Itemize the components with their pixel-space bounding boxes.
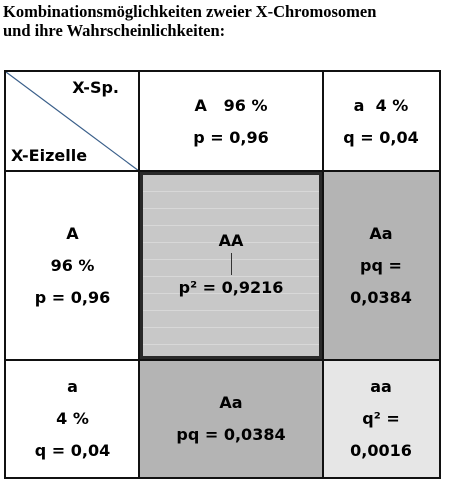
diagonal-line (6, 72, 139, 171)
cell-aa: aa q² = 0,0016 (323, 360, 439, 477)
cell-AA-tick (230, 252, 232, 275)
diagram-title: Kombinationsmöglichkeiten zweier X-Chrom… (3, 2, 459, 40)
grid-line-h1 (6, 170, 439, 172)
title-line-1: Kombinationsmöglichkeiten zweier X-Chrom… (3, 2, 377, 21)
sperm-a-line2: q = 0,04 (343, 127, 419, 147)
grid-line-v2 (322, 72, 324, 477)
egg-A-header: A 96 % p = 0,96 (6, 171, 139, 360)
cell-aa-line3: 0,0016 (350, 440, 412, 460)
grid-line-v1 (138, 72, 140, 477)
cell-AA-value: p² = 0,9216 (178, 277, 284, 297)
egg-a-header: a 4 % q = 0,04 (6, 360, 139, 477)
sperm-a-header: a 4 % q = 0,04 (323, 72, 439, 171)
cell-AA-label: AA (218, 230, 244, 250)
cell-Aa-top: Aa pq = 0,0384 (323, 171, 439, 360)
egg-A-line1: A (66, 223, 79, 243)
cell-aa-label: aa (370, 376, 392, 396)
corner-diagonal (6, 72, 139, 171)
sperm-a-line1: a 4 % (353, 95, 409, 115)
sperm-A-line2: p = 0,96 (193, 127, 269, 147)
cell-Aa-bottom: Aa pq = 0,0384 (139, 360, 323, 477)
cell-Aa-bottom-value: pq = 0,0384 (176, 424, 286, 444)
punnett-square: X-Sp. X-Eizelle A 96 % p = 0,96 a 4 % q … (4, 70, 441, 479)
corner-egg-label: X-Eizelle (11, 146, 88, 165)
egg-A-line3: p = 0,96 (34, 287, 111, 307)
sperm-A-header: A 96 % p = 0,96 (139, 72, 323, 171)
egg-a-line3: q = 0,04 (34, 440, 111, 460)
cell-Aa-top-line2: pq = (360, 255, 402, 275)
egg-a-line1: a (67, 376, 78, 396)
cell-AA: AA p² = 0,9216 (139, 171, 323, 360)
egg-a-line2: 4 % (56, 408, 89, 428)
cell-Aa-top-label: Aa (369, 223, 393, 243)
grid-line-h2 (6, 359, 439, 361)
corner-cell: X-Sp. X-Eizelle (6, 72, 139, 171)
title-line-2: und ihre Wahrscheinlichkeiten: (3, 21, 226, 40)
cell-aa-line2: q² = (362, 408, 400, 428)
corner-sperm-label: X-Sp. (72, 78, 119, 97)
cell-Aa-bottom-label: Aa (219, 392, 243, 412)
sperm-A-line1: A 96 % (194, 95, 268, 115)
egg-A-line2: 96 % (50, 255, 95, 275)
cell-Aa-top-line3: 0,0384 (350, 287, 412, 307)
